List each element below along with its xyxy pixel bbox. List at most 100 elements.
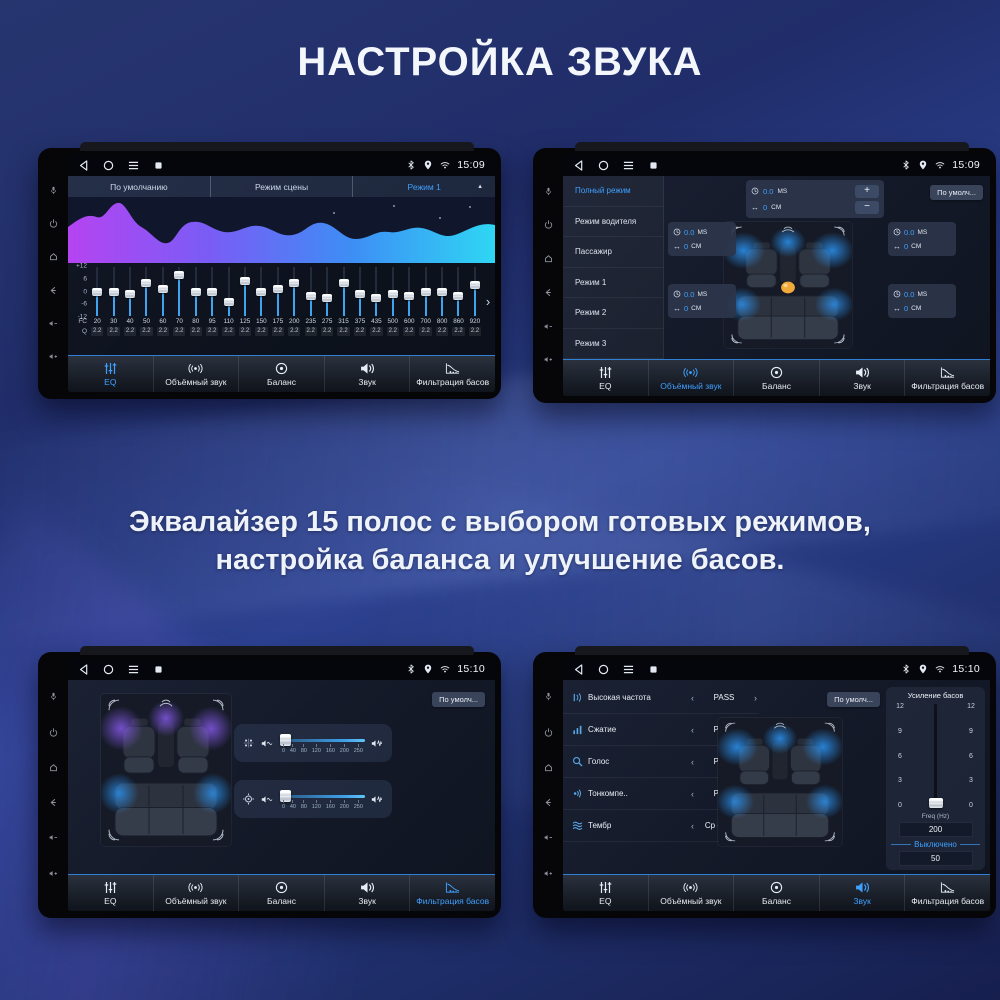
eq-band-slider[interactable] <box>138 266 154 317</box>
eq-band-slider[interactable] <box>467 266 483 317</box>
surround-mode-item[interactable]: Пассажир <box>563 237 663 268</box>
tab-eq[interactable]: EQ <box>68 875 153 911</box>
bass-slider-track[interactable] <box>909 702 962 810</box>
tab-eq[interactable]: EQ <box>563 360 648 396</box>
eq-band-handle[interactable] <box>174 270 185 279</box>
volume-up-button[interactable] <box>49 869 58 878</box>
volume-down-button[interactable] <box>544 322 553 331</box>
tab-sound[interactable]: Звук <box>323 875 410 911</box>
eq-band-slider[interactable] <box>368 266 384 317</box>
power-button[interactable] <box>49 727 58 737</box>
home-button[interactable] <box>49 252 58 261</box>
delay-minus-button[interactable]: − <box>855 200 879 214</box>
volume-down-button[interactable] <box>49 319 58 328</box>
default-button[interactable]: По умолч... <box>827 692 880 707</box>
eq-band-slider[interactable] <box>237 266 253 317</box>
eq-band-handle[interactable] <box>190 287 201 296</box>
tab-eq[interactable]: EQ <box>68 356 153 392</box>
tab-balance[interactable]: Баланс <box>733 875 819 911</box>
nav-app-icon[interactable] <box>153 664 164 675</box>
nav-home-icon[interactable] <box>103 160 114 171</box>
bass-level-box[interactable]: 50 <box>898 851 973 866</box>
back-button[interactable] <box>49 798 58 807</box>
surround-mode-item[interactable]: Полный режим <box>563 176 663 207</box>
preset-tab[interactable]: По умолчанию <box>110 181 168 192</box>
slider-handle[interactable] <box>280 734 291 746</box>
power-button[interactable] <box>544 220 553 230</box>
prev-option-arrow[interactable]: ‹ <box>691 820 694 831</box>
bass-state[interactable]: Выключено <box>891 840 980 849</box>
eq-band-handle[interactable] <box>108 287 119 296</box>
eq-band-slider[interactable] <box>155 266 171 317</box>
nav-home-icon[interactable] <box>598 160 609 171</box>
back-button[interactable] <box>544 798 553 807</box>
eq-band-handle[interactable] <box>223 298 234 307</box>
eq-band-slider[interactable] <box>335 266 351 317</box>
eq-band-handle[interactable] <box>207 287 218 296</box>
eq-band-handle[interactable] <box>305 291 316 300</box>
eq-band-handle[interactable] <box>240 276 250 285</box>
nav-back-icon[interactable] <box>78 159 89 171</box>
eq-band-slider[interactable] <box>352 266 368 317</box>
eq-band-handle[interactable] <box>453 291 464 300</box>
freq-value-box[interactable]: 200 <box>898 822 973 837</box>
preset-caret-icon[interactable]: ▲ <box>477 183 484 190</box>
nav-home-icon[interactable] <box>103 664 114 675</box>
eq-band-handle[interactable] <box>404 291 415 300</box>
volume-up-button[interactable] <box>544 869 553 878</box>
prev-option-arrow[interactable]: ‹ <box>691 724 694 735</box>
volume-up-button[interactable] <box>49 352 58 361</box>
eq-band-slider[interactable] <box>417 266 433 317</box>
volume-down-button[interactable] <box>544 833 553 842</box>
tab-sound[interactable]: Звук <box>818 875 905 911</box>
nav-app-icon[interactable] <box>648 160 659 171</box>
nav-app-icon[interactable] <box>648 664 659 675</box>
eq-band-slider[interactable] <box>450 266 466 317</box>
tab-balance[interactable]: Баланс <box>238 875 324 911</box>
tab-surround[interactable]: Объёмный звук <box>152 356 239 392</box>
eq-band-slider[interactable] <box>220 266 236 317</box>
prev-option-arrow[interactable]: ‹ <box>691 788 694 799</box>
tab-balance[interactable]: Баланс <box>238 356 324 392</box>
eq-band-handle[interactable] <box>256 287 267 296</box>
tab-sound[interactable]: Звук <box>818 360 905 396</box>
eq-band-handle[interactable] <box>92 287 103 296</box>
eq-band-handle[interactable] <box>157 285 168 294</box>
eq-band-slider[interactable] <box>171 266 187 317</box>
home-button[interactable] <box>544 763 553 772</box>
nav-back-icon[interactable] <box>78 663 89 675</box>
eq-band-slider[interactable] <box>253 266 269 317</box>
surround-mode-item[interactable]: Режим 1 <box>563 268 663 298</box>
nav-back-icon[interactable] <box>573 159 584 171</box>
power-button[interactable] <box>544 727 553 737</box>
nav-menu-icon[interactable] <box>128 160 139 171</box>
tab-bassfilter[interactable]: Фильтрация басов <box>409 356 495 392</box>
eq-band-handle[interactable] <box>420 287 431 296</box>
nav-home-icon[interactable] <box>598 664 609 675</box>
slider-handle[interactable] <box>280 790 291 802</box>
preset-tab[interactable]: Режим 1 ▲ <box>352 176 495 197</box>
eq-band-slider[interactable] <box>385 266 401 317</box>
eq-band-slider[interactable] <box>122 266 138 317</box>
nav-back-icon[interactable] <box>573 663 584 675</box>
eq-band-handle[interactable] <box>141 279 152 288</box>
prev-option-arrow[interactable]: ‹ <box>691 756 694 767</box>
nav-menu-icon[interactable] <box>128 664 139 675</box>
slider-fader[interactable]: 0 40 80 120 160 200 250 <box>280 788 365 810</box>
back-button[interactable] <box>544 288 553 297</box>
home-button[interactable] <box>49 763 58 772</box>
eq-band-handle[interactable] <box>338 279 349 288</box>
eq-band-slider[interactable] <box>434 266 450 317</box>
eq-band-slider[interactable] <box>270 266 286 317</box>
eq-band-handle[interactable] <box>354 289 365 298</box>
eq-band-handle[interactable] <box>272 285 283 294</box>
tab-surround[interactable]: Объёмный звук <box>152 875 239 911</box>
back-button[interactable] <box>49 286 58 295</box>
eq-band-handle[interactable] <box>289 279 300 288</box>
volume-up-button[interactable] <box>544 355 553 364</box>
slider-balance[interactable]: 0 40 80 120 160 200 250 <box>280 732 365 754</box>
home-button[interactable] <box>544 254 553 263</box>
eq-band-handle[interactable] <box>387 289 398 298</box>
volume-down-button[interactable] <box>49 833 58 842</box>
surround-mode-item[interactable]: Режим 3 <box>563 329 663 359</box>
